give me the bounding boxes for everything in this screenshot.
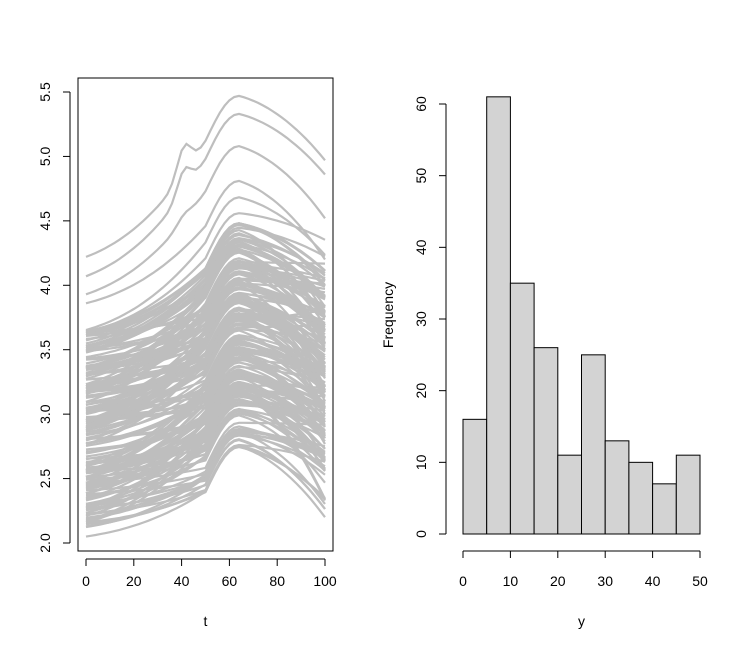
curve-line — [85, 445, 326, 524]
histogram-bar — [675, 454, 701, 535]
histogram-bar — [557, 454, 582, 535]
y-axis-label-right: Frequency — [380, 282, 396, 348]
curve-line — [85, 380, 326, 495]
y-tick-label-left: 2.5 — [37, 469, 53, 489]
x-tick-label-left: 60 — [222, 573, 238, 589]
curve-line — [85, 226, 326, 336]
y-tick-label-right: 40 — [413, 239, 429, 255]
x-axis-left: 0 20 40 60 80 100 — [82, 558, 337, 589]
curve-line — [85, 251, 326, 380]
curve-lines — [85, 94, 326, 538]
histogram-bar — [581, 354, 606, 535]
y-tick-label-left: 2.0 — [37, 533, 53, 553]
curve-line — [85, 361, 326, 422]
histogram-bars — [462, 96, 701, 535]
x-axis-label-right: y — [578, 613, 585, 629]
y-tick-label-left: 5.0 — [37, 146, 53, 166]
y-tick-label-left: 3.0 — [37, 404, 53, 424]
y-tick-label-right: 50 — [413, 168, 429, 184]
curve-line — [85, 372, 326, 478]
curve-line — [85, 299, 326, 416]
curve-line — [85, 179, 326, 305]
curve-line — [85, 432, 326, 519]
histogram-bar — [652, 483, 677, 535]
x-tick-label-left: 40 — [174, 573, 190, 589]
x-tick-label-left: 80 — [269, 573, 285, 589]
x-tick-label-left: 0 — [82, 573, 90, 589]
y-tick-label-left: 3.5 — [37, 340, 53, 360]
curve-line — [85, 273, 326, 393]
histogram-bar — [604, 440, 630, 535]
curve-line — [85, 257, 326, 390]
curve-line — [85, 352, 326, 428]
curve-line — [85, 196, 326, 332]
x-axis-right: 0 10 20 30 40 50 — [459, 550, 708, 589]
curve-line — [85, 222, 326, 342]
y-axis-left: 2.0 2.5 3.0 3.5 4.0 4.5 5.0 5.5 — [37, 82, 71, 553]
x-tick-label-right: 30 — [597, 573, 613, 589]
curve-line — [85, 388, 326, 517]
x-tick-label-right: 20 — [550, 573, 566, 589]
curve-line — [85, 384, 326, 466]
curve-line — [85, 341, 326, 420]
plot-frame-left — [77, 77, 334, 552]
y-tick-label-right: 0 — [413, 530, 429, 538]
curve-line — [85, 144, 326, 296]
curve-line — [85, 317, 326, 422]
curve-line — [85, 94, 326, 258]
curve-line — [85, 264, 326, 391]
histogram-bar — [628, 461, 654, 535]
histogram-bar — [509, 282, 535, 535]
y-tick-label-left: 4.5 — [37, 211, 53, 231]
y-tick-label-right: 60 — [413, 96, 429, 112]
curves-panel: 0 20 40 60 80 100 2.0 2.5 3.0 3.5 4.0 4.5 5.0 5.5 t — [37, 77, 337, 629]
y-tick-label-left: 5.5 — [37, 82, 53, 102]
y-axis-right: 0 10 20 30 40 50 60 — [413, 96, 447, 538]
x-tick-label-left: 100 — [313, 573, 337, 589]
x-axis-label-left: t — [204, 613, 208, 629]
y-tick-label-right: 30 — [413, 311, 429, 327]
y-tick-label-right: 10 — [413, 454, 429, 470]
curve-line — [85, 263, 326, 340]
histogram-bar — [462, 418, 488, 535]
curve-line — [85, 329, 326, 436]
x-tick-label-right: 0 — [459, 573, 467, 589]
curve-line — [85, 112, 326, 278]
curve-line — [85, 414, 326, 484]
y-tick-label-right: 20 — [413, 383, 429, 399]
curve-line — [85, 434, 326, 496]
curve-line — [85, 301, 326, 428]
histogram-panel: 0 10 20 30 40 50 0 10 20 30 40 50 60 y Frequency — [380, 96, 708, 629]
y-tick-label-left: 4.0 — [37, 275, 53, 295]
x-tick-label-right: 50 — [692, 573, 708, 589]
x-tick-label-left: 20 — [126, 573, 142, 589]
x-tick-label-right: 40 — [645, 573, 661, 589]
histogram-bar — [486, 96, 511, 535]
curve-line — [85, 267, 326, 337]
x-tick-label-right: 10 — [503, 573, 519, 589]
histogram-bar — [533, 347, 559, 535]
curve-line — [85, 236, 326, 354]
